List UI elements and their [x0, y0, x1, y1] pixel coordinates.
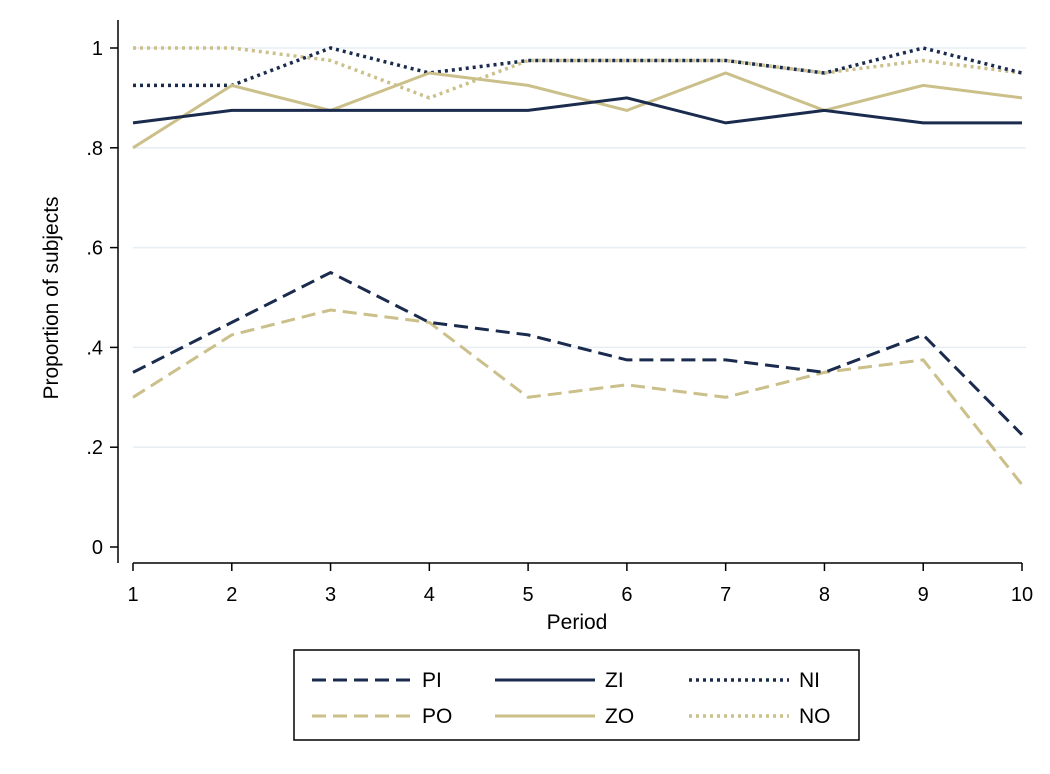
x-tick-label: 9	[918, 584, 929, 606]
x-tick-label: 7	[720, 584, 731, 606]
x-tick-label: 5	[523, 584, 534, 606]
y-tick-label: .6	[86, 238, 103, 260]
axes	[117, 20, 1022, 564]
y-tick-label: 0	[92, 537, 103, 559]
y-tick-label: .2	[86, 437, 103, 459]
legend: PI ZI NI PO ZO NO	[293, 649, 860, 741]
legend-label-po: PO	[422, 705, 452, 728]
legend-label-zi: ZI	[605, 669, 624, 692]
series-line-pi	[132, 270, 1024, 436]
x-tick-label: 4	[424, 584, 435, 606]
y-tick-label: 1	[92, 38, 103, 60]
x-tick-label: 8	[819, 584, 830, 606]
y-tick-label: .4	[86, 337, 103, 359]
legend-box	[293, 649, 860, 741]
series-lines	[132, 46, 1024, 486]
x-tick-label: 3	[325, 584, 336, 606]
legend-label-zo: ZO	[605, 705, 634, 728]
series-line-po	[132, 308, 1024, 486]
series-line-ni	[133, 46, 1023, 88]
legend-label-no: NO	[799, 705, 831, 728]
series-line-zo	[132, 71, 1023, 150]
series-line-zi	[132, 96, 1022, 125]
legend-label-ni: NI	[799, 669, 820, 692]
series-line-no	[133, 46, 1023, 100]
x-tick-label: 1	[127, 584, 138, 606]
legend-items: PI ZI NI PO ZO NO	[312, 669, 831, 728]
legend-label-pi: PI	[422, 669, 442, 692]
y-tick-label: .8	[86, 138, 103, 160]
x-tick-label: 6	[621, 584, 632, 606]
gridlines	[133, 47, 1026, 448]
x-tick-label: 2	[226, 584, 237, 606]
x-axis-title: Period	[547, 611, 608, 634]
y-axis-ticks: 0 .2 .4 .6 .8 1	[86, 38, 118, 559]
x-axis-ticks: 1 2 3 4 5 6 7 8 9 10	[127, 563, 1033, 606]
x-tick-label: 10	[1011, 584, 1033, 606]
y-axis-title: Proportion of subjects	[40, 196, 63, 399]
